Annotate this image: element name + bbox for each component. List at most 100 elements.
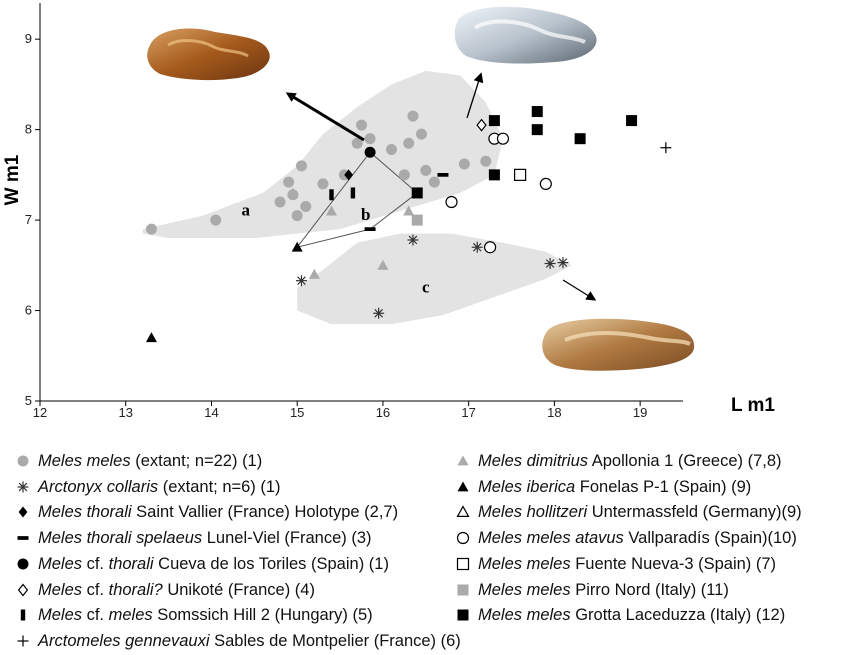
data-point-square-black [531, 106, 543, 118]
y-tick-label: 6 [25, 303, 32, 318]
data-point-circle-gray [317, 178, 329, 190]
data-point-circle-gray [420, 164, 432, 176]
legend-taxon: Arctomeles gennevauxi [38, 631, 210, 650]
legend-entry: Meles dimitrius Apollonia 1 (Greece) (7,… [456, 451, 782, 471]
legend-symbol [457, 584, 469, 595]
data-point-square-black [411, 187, 423, 199]
y-axis-title: W m1 [2, 154, 23, 205]
legend-locality: Saint Vallier (France) Holotype (2,7) [131, 503, 399, 522]
data-point-circle-open [496, 132, 510, 145]
x-tick-label: 19 [633, 405, 647, 420]
legend-qualifier: cf. [82, 580, 109, 599]
legend-locality: Unikoté (France) (4) [162, 580, 315, 599]
data-point-circle-open [539, 177, 552, 191]
legend-entry: Meles meles atavus Vallparadís (Spain)(1… [456, 528, 797, 548]
data-point-circle-gray [356, 119, 367, 131]
data-point-triangle-black [291, 241, 303, 252]
legend-entry: Meles iberica Fonelas P-1 (Spain) (9) [456, 477, 751, 497]
y-tick-label: 8 [25, 122, 32, 137]
data-point-circle-black [364, 146, 376, 158]
x-tick-label: 17 [461, 405, 475, 420]
x-tick-label: 13 [118, 405, 132, 420]
legend-entry: Meles cf. thorali? Unikoté (France) (4) [16, 580, 315, 600]
data-point-circle-gray [386, 144, 398, 156]
legend-entry: Meles hollitzeri Untermassfeld (Germany)… [456, 502, 802, 522]
legend-entry: Meles meles (extant; n=22) (1) [16, 451, 262, 471]
data-point-circle-gray [291, 210, 303, 222]
tooth-photo-unikote [454, 6, 597, 64]
x-tick-label: 15 [290, 405, 304, 420]
legend-locality: Sables de Montpelier (France) (6) [209, 631, 461, 650]
legend-locality: (extant; n=6) (1) [158, 477, 281, 496]
legend-locality: Somssich Hill 2 (Hungary) (5) [152, 606, 373, 625]
legend-entry: Meles meles Fuente Nueva-3 (Spain) (7) [456, 554, 776, 574]
legend-symbol [17, 481, 29, 493]
legend-taxon-species: meles [108, 606, 153, 625]
data-point-circle-open [484, 241, 497, 254]
legend-taxon: Meles dimitrius [478, 452, 589, 470]
legend-taxon: Meles meles [478, 606, 571, 625]
data-point-circle-gray [398, 169, 410, 181]
legend-marker-square-black [457, 609, 469, 621]
legend-marker-hbar [17, 536, 29, 540]
legend-entry: Meles cf. meles Somssich Hill 2 (Hungary… [16, 605, 373, 625]
legend-symbol [457, 609, 469, 621]
data-point-hbar [364, 227, 376, 232]
legend-locality: Fonelas P-1 (Spain) (9) [575, 477, 752, 496]
data-point-triangle-gray [377, 259, 389, 270]
legend-entry: Meles cf. thorali Cueva de los Toriles (… [16, 554, 389, 574]
x-tick-label: 16 [376, 405, 390, 420]
data-point-circle-gray [458, 158, 470, 170]
legend-symbol [457, 455, 469, 466]
legend-taxon: Meles meles [38, 452, 131, 470]
data-point-asterisk [373, 307, 385, 319]
arrow-to-thorali-photo [285, 92, 365, 142]
data-point-circle-gray [428, 176, 440, 188]
legend-locality: Cueva de los Toriles (Spain) (1) [153, 554, 389, 573]
data-point-circle-gray [403, 137, 415, 149]
legend-entry: Meles thorali Saint Vallier (France) Hol… [16, 502, 398, 522]
data-point-circle-gray [416, 128, 428, 140]
legend-symbol [17, 583, 29, 596]
legend-taxon: Meles hollitzeri [478, 503, 588, 522]
legend-taxon: Meles thorali spelaeus [38, 529, 203, 548]
legend-qualifier: cf. [82, 606, 109, 625]
legend-marker-square-gray [457, 584, 469, 595]
data-point-circle-gray [480, 155, 492, 167]
data-point-hbar [437, 172, 449, 177]
legend-taxon: Meles [38, 606, 83, 625]
data-point-circle-gray [407, 110, 419, 122]
legend-locality: Pirro Nord (Italy) (11) [570, 580, 729, 599]
x-tick-label: 18 [547, 405, 561, 420]
legend-locality: (extant; n=22) (1) [130, 452, 263, 470]
legend-symbol [17, 536, 29, 540]
data-points [145, 106, 672, 343]
data-point-circle-gray [274, 196, 286, 208]
legend-locality: Untermassfeld (Germany)(9) [587, 503, 802, 522]
data-point-circle-gray [364, 133, 376, 145]
arrow-to-arctonyx-photo [562, 279, 597, 301]
scatter-plot: 12 13 14 15 16 17 18 19 5 6 7 8 9 L m1 W m1 a b c [2, 3, 775, 420]
data-point-square-gray [411, 214, 423, 226]
legend-entry: Arctonyx collaris (extant; n=6) (1) [16, 477, 281, 497]
data-point-square-open [514, 168, 527, 181]
legend: Meles meles (extant; n=22) (1) Arctonyx c… [0, 440, 850, 655]
data-point-diamond-open [476, 118, 487, 132]
legend-entry: Meles thorali spelaeus Lunel-Viel (Franc… [16, 528, 372, 548]
data-point-triangle-gray [287, 187, 299, 198]
legend-locality: Apollonia 1 (Greece) (7,8) [588, 452, 782, 470]
data-point-circle-gray [295, 160, 307, 172]
legend-symbol [456, 531, 470, 545]
data-point-circle-open [445, 195, 458, 209]
legend-marker-diamond-open [17, 583, 29, 596]
legend-symbol [17, 558, 29, 570]
legend-marker-triangle-gray [457, 455, 469, 466]
region-labels: a b c [242, 201, 431, 297]
legend-locality: Grotta Laceduzza (Italy) (12) [570, 606, 786, 625]
legend-taxon: Meles thorali [38, 503, 132, 522]
legend-symbol [456, 505, 470, 518]
data-point-vbar [329, 189, 334, 201]
data-point-circle-gray [210, 214, 222, 226]
legend-marker-circle-open [456, 531, 470, 545]
legend-taxon-species: thorali? [108, 580, 163, 599]
